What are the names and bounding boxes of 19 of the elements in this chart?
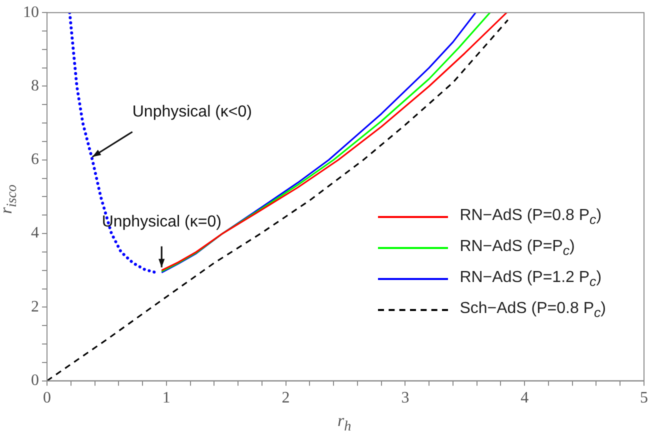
x-tick-label: 5 (640, 390, 648, 407)
y-tick-label: 10 (23, 4, 39, 21)
legend-label: Sch−AdS (P=0.8 P$_{c}$) (460, 300, 606, 320)
x-tick-label: 1 (162, 390, 170, 407)
legend-label: RN−AdS (P=0.8 P$_{c}$) (460, 207, 602, 228)
x-tick-label: 4 (520, 390, 529, 407)
x-tick-label: 0 (43, 390, 51, 407)
legend-label: RN−AdS (P=1.2 P$_{c}$) (460, 269, 602, 290)
x-tick-label: 3 (401, 390, 410, 407)
y-tick-label: 6 (31, 151, 39, 168)
y-tick-label: 2 (31, 298, 39, 316)
annotation: Unphysical (κ<0) (132, 103, 252, 120)
y-tick-label: 0 (31, 372, 39, 390)
y-tick-label: 4 (31, 224, 39, 242)
x-axis-title: r$_{h}$ (338, 410, 352, 436)
legend-label: RN−AdS (P=P$_{c}$) (460, 238, 575, 258)
annotation: Unphysical (κ=0) (102, 214, 222, 231)
y-tick-label: 8 (31, 77, 39, 94)
x-tick-label: 2 (282, 390, 290, 407)
